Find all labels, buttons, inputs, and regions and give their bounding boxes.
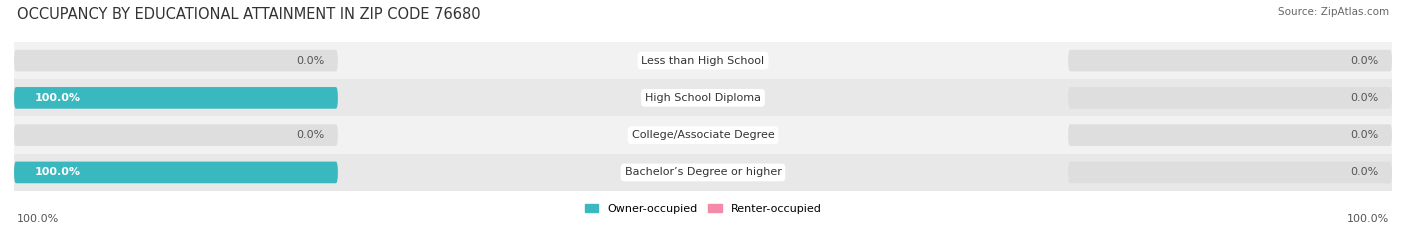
FancyBboxPatch shape: [14, 124, 337, 146]
FancyBboxPatch shape: [14, 154, 1392, 191]
Text: 100.0%: 100.0%: [1347, 214, 1389, 224]
FancyBboxPatch shape: [14, 116, 1392, 154]
Text: 100.0%: 100.0%: [35, 168, 80, 177]
Text: High School Diploma: High School Diploma: [645, 93, 761, 103]
Text: 0.0%: 0.0%: [295, 56, 323, 65]
Text: College/Associate Degree: College/Associate Degree: [631, 130, 775, 140]
Text: Less than High School: Less than High School: [641, 56, 765, 65]
FancyBboxPatch shape: [1069, 124, 1392, 146]
FancyBboxPatch shape: [14, 162, 337, 183]
Legend: Owner-occupied, Renter-occupied: Owner-occupied, Renter-occupied: [581, 199, 825, 218]
Text: Bachelor’s Degree or higher: Bachelor’s Degree or higher: [624, 168, 782, 177]
FancyBboxPatch shape: [14, 50, 337, 71]
FancyBboxPatch shape: [14, 79, 1392, 116]
Text: 0.0%: 0.0%: [1350, 93, 1378, 103]
FancyBboxPatch shape: [1069, 50, 1392, 71]
FancyBboxPatch shape: [14, 87, 337, 109]
Text: 0.0%: 0.0%: [295, 130, 323, 140]
Text: 100.0%: 100.0%: [35, 93, 80, 103]
Text: Source: ZipAtlas.com: Source: ZipAtlas.com: [1278, 7, 1389, 17]
Text: 0.0%: 0.0%: [1350, 56, 1378, 65]
FancyBboxPatch shape: [1069, 162, 1392, 183]
Text: OCCUPANCY BY EDUCATIONAL ATTAINMENT IN ZIP CODE 76680: OCCUPANCY BY EDUCATIONAL ATTAINMENT IN Z…: [17, 7, 481, 22]
FancyBboxPatch shape: [14, 87, 337, 109]
Text: 0.0%: 0.0%: [1350, 168, 1378, 177]
Text: 100.0%: 100.0%: [17, 214, 59, 224]
FancyBboxPatch shape: [14, 42, 1392, 79]
FancyBboxPatch shape: [1069, 87, 1392, 109]
Text: 0.0%: 0.0%: [1350, 130, 1378, 140]
FancyBboxPatch shape: [14, 162, 337, 183]
